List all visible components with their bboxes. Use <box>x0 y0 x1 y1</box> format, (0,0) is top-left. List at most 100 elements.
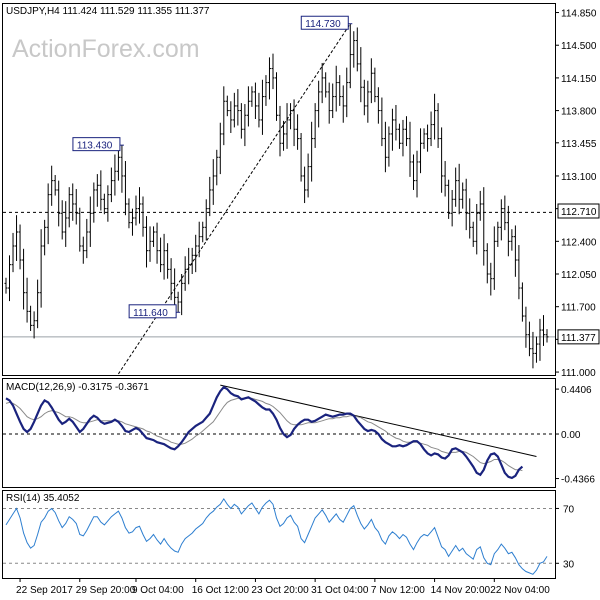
price-bar <box>201 221 205 243</box>
price-bar <box>109 167 113 203</box>
price-bar <box>134 195 138 226</box>
price-pane-frame <box>2 3 556 376</box>
price-bar <box>404 116 408 147</box>
rsi-line <box>5 497 548 575</box>
price-bar <box>53 175 57 196</box>
price-bar <box>123 161 127 216</box>
price-bar <box>43 219 47 256</box>
price-tick-label: 113.100 <box>561 172 597 183</box>
price-bar <box>127 198 131 229</box>
macd-tick-label: -0.4366 <box>561 475 595 486</box>
price-bar <box>429 111 433 147</box>
rsi-pane: 70 30 RSI(14) 35.4052 <box>3 493 575 575</box>
price-bar <box>85 218 89 259</box>
price-bar <box>260 79 264 135</box>
price-bar <box>148 226 152 262</box>
price-bar <box>159 237 163 273</box>
price-bar <box>278 105 282 157</box>
rsi-pane-frame <box>2 490 556 579</box>
price-annotation: 114.730 <box>300 15 353 30</box>
price-bar <box>64 201 68 247</box>
price-bar <box>74 189 78 225</box>
price-bar <box>166 243 170 279</box>
price-bar <box>468 198 472 239</box>
price-bar <box>57 180 61 227</box>
price-bar <box>475 203 479 255</box>
current-price-label-group: 111.377 <box>557 329 600 345</box>
price-bar <box>236 89 240 126</box>
price-bar <box>320 62 324 104</box>
price-bar <box>246 86 250 127</box>
price-bar <box>15 215 19 261</box>
price-bar <box>36 279 40 329</box>
price-bar <box>341 85 345 123</box>
price-bar <box>222 86 226 146</box>
price-bar <box>415 150 419 198</box>
price-bar <box>394 104 398 141</box>
price-bar <box>29 305 33 331</box>
price-bar <box>436 103 440 148</box>
price-bar <box>78 207 82 252</box>
price-bar <box>162 233 166 280</box>
price-bar <box>71 183 75 221</box>
price-bar <box>362 79 366 116</box>
time-tick-label: 16 Oct 12:00 <box>192 585 250 596</box>
price-bar <box>517 245 521 300</box>
macd-pane: 0.4406 0.00 -0.4366 MACD(12,26,9) -0.3175 … <box>3 382 595 486</box>
time-tick-label: 14 Nov 20:00 <box>431 585 491 596</box>
annotation-box <box>72 137 121 152</box>
price-bar <box>440 127 444 193</box>
price-bar <box>243 104 247 147</box>
price-bar <box>310 121 314 182</box>
price-bar <box>348 23 352 89</box>
price-bar <box>373 67 377 103</box>
price-bar <box>496 221 500 247</box>
macd-tick-label: 0.4406 <box>561 385 592 396</box>
price-bar <box>208 176 212 217</box>
price-bar <box>18 224 22 270</box>
price-bar <box>419 128 423 174</box>
price-annotation: 111.640 <box>128 304 181 319</box>
price-bar <box>190 247 194 275</box>
price-bar <box>299 133 303 182</box>
time-tick-label: 22 Nov 04:00 <box>490 585 550 596</box>
price-bar <box>524 306 528 348</box>
annotation-label: 111.640 <box>133 308 168 319</box>
annotation-box <box>128 304 177 319</box>
price-bar <box>194 234 198 273</box>
price-bar <box>359 47 363 103</box>
price-bar <box>81 236 85 264</box>
price-bar <box>289 103 293 130</box>
level-price-label-group: 112.710 <box>557 203 600 219</box>
price-bar <box>313 103 317 148</box>
price-bar <box>169 258 173 301</box>
price-bar <box>152 226 156 247</box>
price-bar <box>253 82 257 119</box>
price-tick-label: 111.700 <box>561 303 596 314</box>
price-bar <box>499 199 503 241</box>
price-bar <box>8 255 12 302</box>
macd-main-line <box>5 385 524 480</box>
price-bar <box>489 262 493 296</box>
price-bar <box>366 80 370 123</box>
current-price-box <box>557 329 600 345</box>
price-bar <box>4 277 8 294</box>
price-bar <box>88 196 92 247</box>
price-bar <box>376 87 380 124</box>
price-bar <box>95 174 99 207</box>
macd-pane-frame <box>2 378 556 488</box>
macd-axis: 0.4406 0.00 -0.4366 <box>555 385 595 486</box>
price-bar <box>229 101 233 134</box>
price-bar <box>211 159 215 205</box>
price-bar <box>250 86 254 107</box>
price-bar <box>32 311 36 339</box>
price-bar <box>102 193 106 215</box>
price-bar <box>285 103 289 149</box>
price-tick-label: 113.455 <box>561 139 597 150</box>
price-bar <box>334 65 338 112</box>
price-bar <box>130 208 134 236</box>
annotation-label: 114.730 <box>305 19 341 30</box>
annotation-box <box>300 15 349 30</box>
price-bar <box>513 225 517 277</box>
price-bar <box>187 247 191 285</box>
